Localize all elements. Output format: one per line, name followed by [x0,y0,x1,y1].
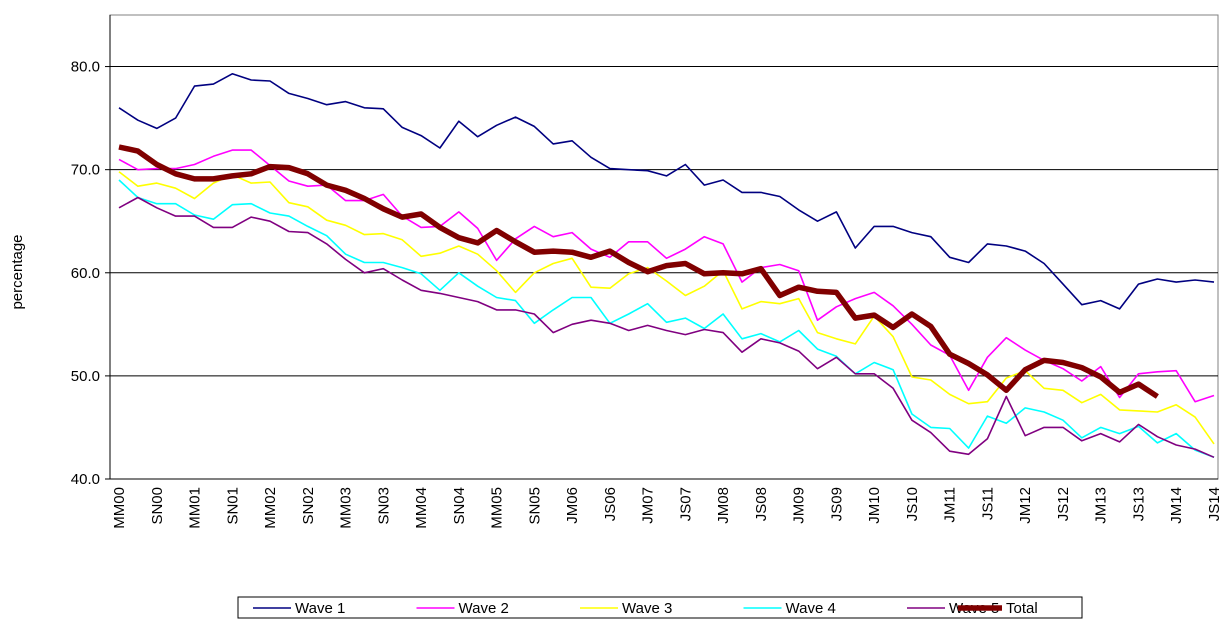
x-tick-label: JS13 [1130,487,1147,521]
x-tick-label: JS09 [828,487,845,521]
legend [237,596,1083,619]
legend-label: Wave 1 [295,600,345,617]
legend-label: Wave 2 [459,600,509,617]
series-line [118,196,1215,459]
x-tick-label: MM04 [413,487,430,529]
x-tick-label: JS06 [602,487,619,521]
x-tick-label: MM02 [262,487,279,529]
x-tick-label: JS07 [677,487,694,521]
x-tick-label: MM03 [338,487,355,529]
x-tick-label: JS14 [1206,487,1223,521]
plot-area [109,14,1219,480]
y-tick-label: 80.0 [71,59,100,76]
x-tick-label: JS11 [979,487,996,520]
x-tick-label: JS10 [904,487,921,521]
x-tick-label: JM08 [715,487,732,524]
x-tick-label: JM13 [1093,487,1110,524]
series-line [118,171,1215,445]
legend-label: Total [1006,600,1038,617]
legend-label: Wave 3 [622,600,672,617]
x-tick-label: MM00 [111,487,128,529]
x-tick-label: JM10 [866,487,883,524]
x-tick-label: SN02 [300,487,317,525]
x-tick-label: JM06 [564,487,581,524]
x-tick-label: SN05 [526,487,543,525]
series-line [118,144,1159,399]
series-line [118,73,1215,310]
x-tick-label: SN00 [149,487,166,525]
x-tick-label: JM07 [640,487,657,524]
y-tick-label: 50.0 [71,368,100,385]
x-tick-label: SN04 [451,487,468,525]
series-line [118,179,1215,459]
y-tick-label: 70.0 [71,162,100,179]
x-tick-label: JM12 [1017,487,1034,524]
x-tick-label: JM09 [791,487,808,524]
y-tick-label: 40.0 [71,471,100,488]
series-line [118,149,1215,403]
y-axis-label: percentage [9,234,26,309]
y-tick-label: 60.0 [71,265,100,282]
x-tick-label: JM11 [942,487,959,523]
x-tick-label: SN03 [375,487,392,525]
x-tick-label: JM14 [1168,487,1185,524]
x-tick-label: JS12 [1055,487,1072,521]
x-tick-label: SN01 [224,487,241,525]
x-tick-label: MM01 [187,487,204,529]
x-tick-label: MM05 [489,487,506,529]
legend-label: Wave 4 [786,600,836,617]
x-tick-label: JS08 [753,487,770,521]
